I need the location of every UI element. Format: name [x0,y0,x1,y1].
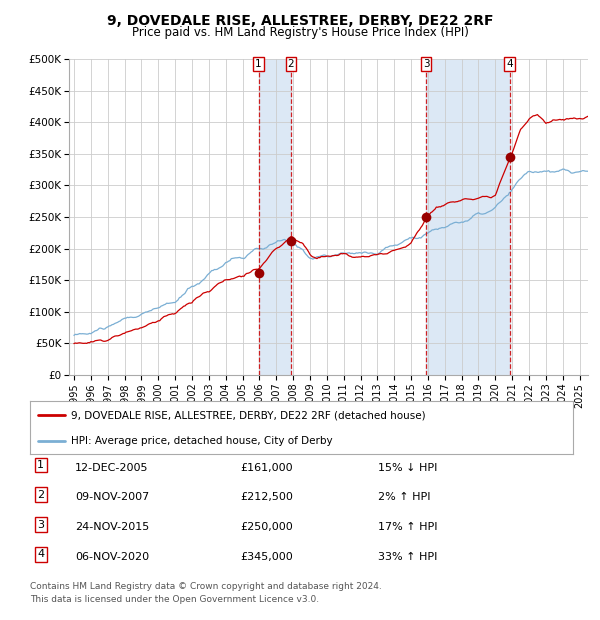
Text: £345,000: £345,000 [240,552,293,562]
Text: HPI: Average price, detached house, City of Derby: HPI: Average price, detached house, City… [71,436,332,446]
Text: 9, DOVEDALE RISE, ALLESTREE, DERBY, DE22 2RF: 9, DOVEDALE RISE, ALLESTREE, DERBY, DE22… [107,14,493,28]
Text: This data is licensed under the Open Government Licence v3.0.: This data is licensed under the Open Gov… [30,595,319,604]
Text: Price paid vs. HM Land Registry's House Price Index (HPI): Price paid vs. HM Land Registry's House … [131,26,469,39]
Bar [259,59,291,375]
Text: 4: 4 [37,549,44,559]
Text: 09-NOV-2007: 09-NOV-2007 [75,492,149,502]
Text: 06-NOV-2020: 06-NOV-2020 [75,552,149,562]
Text: £212,500: £212,500 [240,492,293,502]
Text: 1: 1 [255,59,262,69]
Text: 2: 2 [37,490,44,500]
Text: 12-DEC-2005: 12-DEC-2005 [75,463,149,472]
Text: 9, DOVEDALE RISE, ALLESTREE, DERBY, DE22 2RF (detached house): 9, DOVEDALE RISE, ALLESTREE, DERBY, DE22… [71,410,425,420]
Text: 15% ↓ HPI: 15% ↓ HPI [378,463,437,472]
Text: 1: 1 [37,460,44,470]
Text: 3: 3 [37,520,44,529]
Text: £250,000: £250,000 [240,522,293,532]
Text: 3: 3 [423,59,430,69]
Text: 33% ↑ HPI: 33% ↑ HPI [378,552,437,562]
Text: Contains HM Land Registry data © Crown copyright and database right 2024.: Contains HM Land Registry data © Crown c… [30,582,382,591]
Text: 2% ↑ HPI: 2% ↑ HPI [378,492,431,502]
Text: £161,000: £161,000 [240,463,293,472]
Text: 24-NOV-2015: 24-NOV-2015 [75,522,149,532]
Text: 17% ↑ HPI: 17% ↑ HPI [378,522,437,532]
Text: 4: 4 [506,59,513,69]
Text: 2: 2 [287,59,294,69]
Bar [426,59,509,375]
